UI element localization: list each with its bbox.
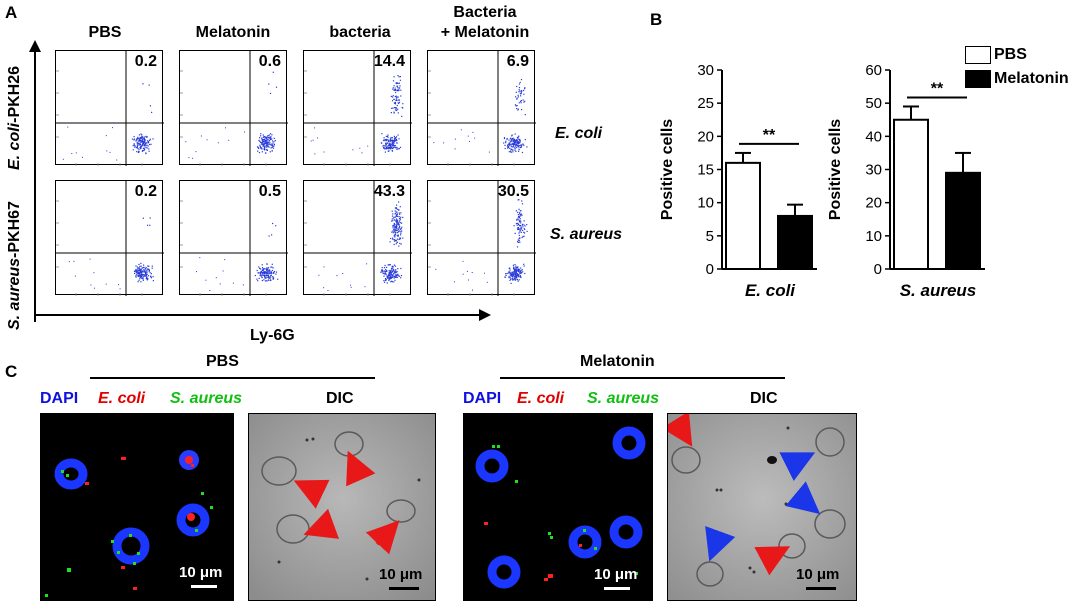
micrograph-fluorescence-pbs: 10 μm [40, 413, 234, 601]
y-tick-label: 40 [865, 128, 882, 145]
legend-melatonin-label: Melatonin [994, 70, 1069, 87]
group-label-melatonin: Melatonin [580, 353, 655, 370]
facs-value: 0.6 [258, 53, 281, 70]
y-tick-label: 50 [865, 95, 882, 112]
group-label-pbs: PBS [206, 353, 239, 370]
facs-value: 0.2 [134, 53, 157, 70]
col-head-bacteria: bacteria [329, 24, 391, 41]
y-tick-label: 0 [874, 261, 882, 278]
facs-y-arrow [29, 40, 41, 322]
y-tick-label: 15 [697, 162, 714, 179]
col-head-pbs: PBS [88, 24, 122, 41]
stain-saureus-1: S. aureus [170, 390, 243, 407]
scale-bar [389, 587, 419, 590]
legend-pbs-label: PBS [994, 46, 1027, 63]
significance-stars: ** [763, 127, 776, 144]
panel-c-letter: C [5, 362, 18, 381]
group-line-pbs [90, 377, 375, 379]
stain-dapi-2: DAPI [463, 390, 502, 407]
facs-saureus-melatonin: 0.5 [179, 180, 288, 296]
facs-saureus-pbs: 0.2 [55, 180, 164, 296]
facs-value: 6.9 [506, 53, 529, 70]
y-tick-label: 20 [697, 128, 714, 145]
bar-melatonin [777, 214, 813, 270]
y-tick-label: 5 [706, 228, 714, 245]
side-label-saureus: S. aureus [550, 226, 623, 243]
facs-value: 43.3 [373, 183, 405, 200]
facs-ecoli-bacteria-melatonin: 6.9 [427, 50, 536, 166]
facs-value: 14.4 [373, 53, 405, 70]
scale-text: 10 μm [796, 566, 840, 583]
bar-pbs [725, 161, 761, 270]
stain-ecoli-2: E. coli [517, 390, 565, 407]
y-tick-label: 30 [697, 62, 714, 79]
micrograph-dic-melatonin: 10 μm [667, 413, 857, 601]
stain-ecoli-1: E. coli [98, 390, 146, 407]
y-tick-label: 60 [865, 62, 882, 79]
y-axis-label: Positive cells [659, 119, 676, 220]
facs-ecoli-pbs: 0.2 [55, 50, 164, 166]
facs-ecoli-melatonin: 0.6 [179, 50, 288, 166]
facs-saureus-bacteria: 43.3 [303, 180, 412, 296]
micrograph-dic-pbs: 10 μm [248, 413, 436, 601]
y-tick-label: 0 [706, 261, 714, 278]
col-head-bacteria-2: Bacteria [453, 4, 517, 21]
y-tick-label: 20 [865, 195, 882, 212]
significance-stars: ** [931, 80, 944, 97]
scale-bar [191, 585, 217, 588]
bar-chart-ecoli: 0 5 10 15 20 25 30 Positive cells ** E. coli [659, 62, 817, 300]
facs-value: 0.2 [134, 183, 157, 200]
y-tick-label: 30 [865, 162, 882, 179]
legend-pbs-swatch [965, 46, 991, 64]
stain-dic-1: DIC [326, 390, 354, 407]
panel-a-letter: A [5, 3, 18, 22]
group-line-melatonin [500, 377, 785, 379]
y-axis-label: Positive cells [827, 119, 844, 220]
bar-melatonin [945, 171, 981, 270]
x-axis-label: S. aureus [900, 281, 977, 300]
bar-chart-saureus: 0 10 20 30 40 50 60 Positive cells ** S. aureus [827, 62, 985, 300]
scale-bar [806, 587, 836, 590]
scale-bar [604, 587, 630, 590]
side-label-ecoli: E. coli [555, 125, 603, 142]
facs-ecoli-bacteria: 14.4 [303, 50, 412, 166]
facs-x-arrow [35, 309, 491, 321]
panel-b-letter: B [650, 10, 663, 29]
scale-text: 10 μm [179, 564, 223, 581]
micrograph-fluorescence-melatonin: 10 μm [463, 413, 653, 601]
x-axis-label: E. coli [745, 281, 796, 300]
facs-value: 0.5 [258, 183, 281, 200]
stain-saureus-2: S. aureus [587, 390, 660, 407]
legend-melatonin-swatch [965, 70, 991, 88]
xaxis-label-ly6g: Ly-6G [250, 327, 295, 344]
y-tick-label: 25 [697, 95, 714, 112]
col-head-plus-melatonin: + Melatonin [440, 24, 530, 41]
bar-pbs [893, 118, 929, 270]
facs-value: 30.5 [497, 183, 529, 200]
scale-text: 10 μm [379, 566, 423, 583]
y-tick-label: 10 [865, 228, 882, 245]
ylabel-saureus: S. aureus-PKH67 [6, 201, 23, 330]
y-tick-label: 10 [697, 195, 714, 212]
facs-saureus-bacteria-melatonin: 30.5 [427, 180, 536, 296]
scale-text: 10 μm [594, 566, 638, 583]
ylabel-ecoli: E. coli-PKH26 [6, 65, 23, 170]
stain-dapi-1: DAPI [40, 390, 79, 407]
stain-dic-2: DIC [750, 390, 778, 407]
col-head-melatonin: Melatonin [195, 24, 271, 41]
